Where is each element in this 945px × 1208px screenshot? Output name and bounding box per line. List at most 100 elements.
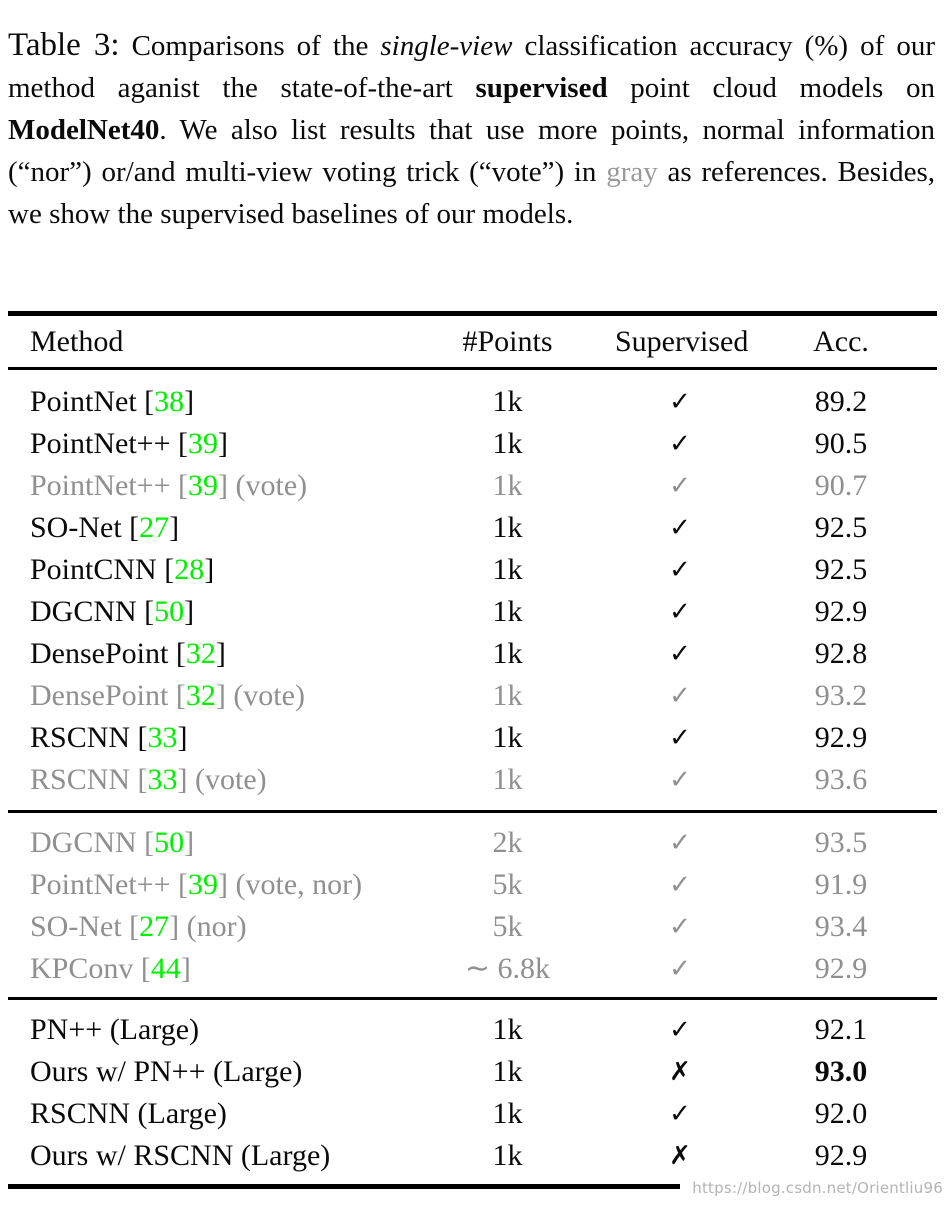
points-cell: 1k xyxy=(492,594,523,628)
table-row: RSCNN [33] (vote) 1k ✓ 93.6 xyxy=(8,758,937,800)
header-points: #Points xyxy=(462,324,553,358)
caption-label: Table 3: xyxy=(8,27,120,63)
accuracy-cell: 93.2 xyxy=(814,678,868,712)
check-icon: ✓ xyxy=(669,870,691,900)
caption-gray-word: gray xyxy=(606,156,658,188)
method-name: PointNet++ [ xyxy=(30,468,188,502)
method-name: PointCNN [ xyxy=(30,552,175,586)
table-row: SO-Net [27] (nor) 5k ✓ 93.4 xyxy=(8,905,937,947)
method-suffix: ] xyxy=(215,636,226,670)
accuracy-cell: 92.9 xyxy=(814,594,868,628)
check-icon: ✓ xyxy=(669,1099,691,1129)
method-cell: RSCNN [33] (vote) xyxy=(8,759,400,801)
table-row: PointNet++ [39] (vote, nor) 5k ✓ 91.9 xyxy=(8,863,937,905)
check-icon: ✓ xyxy=(669,513,691,543)
citation-number: 39 xyxy=(188,468,218,502)
method-cell: SO-Net [27] (nor) xyxy=(8,906,400,948)
check-icon: ✓ xyxy=(669,555,691,585)
accuracy-cell: 92.1 xyxy=(814,1012,868,1046)
supervised-cell: ✗ xyxy=(615,1050,745,1093)
accuracy-cell: 91.9 xyxy=(814,867,868,901)
citation-number: 39 xyxy=(188,426,218,460)
accuracy-cell: 92.0 xyxy=(814,1096,868,1130)
results-table: Method #Points Supervised Acc. PointNet … xyxy=(8,311,937,1189)
method-name: RSCNN [ xyxy=(30,762,148,796)
method-cell: DGCNN [50] xyxy=(8,591,400,633)
table-section-main: PointNet [38] 1k ✓ 89.2 PointNet++ [39] … xyxy=(8,370,937,810)
table-row: SO-Net [27] 1k ✓ 92.5 xyxy=(8,506,937,548)
citation-number: 33 xyxy=(147,762,178,796)
accuracy-cell: 93.5 xyxy=(814,825,868,859)
supervised-cell: ✓ xyxy=(615,1008,745,1051)
method-name: PN++ (Large) xyxy=(30,1012,200,1046)
method-cell: RSCNN (Large) xyxy=(8,1093,400,1135)
method-suffix: ] xyxy=(184,594,195,628)
cross-icon: ✗ xyxy=(669,1057,691,1087)
method-cell: SO-Net [27] xyxy=(8,507,400,549)
check-icon: ✓ xyxy=(669,912,691,942)
check-icon: ✓ xyxy=(669,387,691,417)
caption-text-4: . We also list results that use more poi… xyxy=(8,114,935,188)
method-cell: DensePoint [32] (vote) xyxy=(8,675,400,717)
table-row: DGCNN [50] 1k ✓ 92.9 xyxy=(8,590,937,632)
method-cell: Ours w/ RSCNN (Large) xyxy=(8,1135,400,1177)
table-row: DensePoint [32] 1k ✓ 92.8 xyxy=(8,632,937,674)
points-cell: ∼ 6.8k xyxy=(464,951,551,985)
method-name: RSCNN [ xyxy=(30,720,148,754)
supervised-cell: ✓ xyxy=(615,947,745,990)
accuracy-cell: 92.9 xyxy=(814,1138,868,1172)
points-cell: 1k xyxy=(492,762,523,796)
accuracy-cell: 92.8 xyxy=(814,636,868,670)
table-row: KPConv [44] ∼ 6.8k ✓ 92.9 xyxy=(8,947,937,989)
supervised-cell: ✓ xyxy=(615,758,745,801)
csdn-watermark: https://blog.csdn.net/Orientliu96 xyxy=(680,1175,943,1200)
supervised-cell: ✓ xyxy=(615,716,745,759)
table-section-references: DGCNN [50] 2k ✓ 93.5 PointNet++ [39] (vo… xyxy=(8,813,937,997)
supervised-cell: ✓ xyxy=(615,422,745,465)
table-row: Ours w/ RSCNN (Large) 1k ✗ 92.9 xyxy=(8,1134,937,1176)
citation-number: 28 xyxy=(174,552,205,586)
table-row: PN++ (Large) 1k ✓ 92.1 xyxy=(8,1008,937,1050)
method-suffix: ] xyxy=(184,384,195,418)
supervised-cell: ✓ xyxy=(615,674,745,717)
points-cell: 1k xyxy=(492,468,523,502)
method-name: KPConv [ xyxy=(30,951,151,985)
points-cell: 1k xyxy=(492,1012,523,1046)
check-icon: ✓ xyxy=(669,429,691,459)
caption-bold-modelnet40: ModelNet40 xyxy=(8,114,160,146)
supervised-cell: ✓ xyxy=(615,863,745,906)
method-name: RSCNN (Large) xyxy=(30,1096,227,1130)
header-method: Method xyxy=(30,324,124,358)
supervised-cell: ✓ xyxy=(615,506,745,549)
supervised-cell: ✓ xyxy=(615,821,745,864)
method-name: DensePoint [ xyxy=(30,678,186,712)
points-cell: 1k xyxy=(492,384,523,418)
table-bottom-rule xyxy=(8,1184,937,1189)
caption-text-3: point cloud models on xyxy=(607,72,935,104)
table-top-rule xyxy=(8,311,937,316)
accuracy-cell: 93.0 xyxy=(814,1054,868,1088)
method-suffix: ] xyxy=(177,720,188,754)
table-row: RSCNN (Large) 1k ✓ 92.0 xyxy=(8,1092,937,1134)
points-cell: 1k xyxy=(492,552,523,586)
accuracy-cell: 92.5 xyxy=(814,552,868,586)
table-row: PointNet [38] 1k ✓ 89.2 xyxy=(8,380,937,422)
method-cell: DensePoint [32] xyxy=(8,633,400,675)
supervised-cell: ✓ xyxy=(615,632,745,675)
method-suffix: ] xyxy=(180,951,191,985)
method-name: DGCNN [ xyxy=(30,825,155,859)
header-accuracy: Acc. xyxy=(813,324,869,358)
citation-number: 32 xyxy=(185,636,216,670)
check-icon: ✓ xyxy=(669,723,691,753)
citation-number: 33 xyxy=(147,720,178,754)
method-cell: RSCNN [33] xyxy=(8,717,400,759)
citation-number: 27 xyxy=(139,510,170,544)
method-suffix: ] xyxy=(184,825,195,859)
method-cell: Ours w/ PN++ (Large) xyxy=(8,1051,400,1093)
table-row: PointNet++ [39] (vote) 1k ✓ 90.7 xyxy=(8,464,937,506)
method-cell: PointNet++ [39] (vote, nor) xyxy=(8,864,400,906)
method-suffix: ] (vote, nor) xyxy=(218,867,363,901)
method-suffix: ] xyxy=(218,426,228,460)
method-name: SO-Net [ xyxy=(30,510,140,544)
table-header-row: Method #Points Supervised Acc. xyxy=(8,316,937,367)
